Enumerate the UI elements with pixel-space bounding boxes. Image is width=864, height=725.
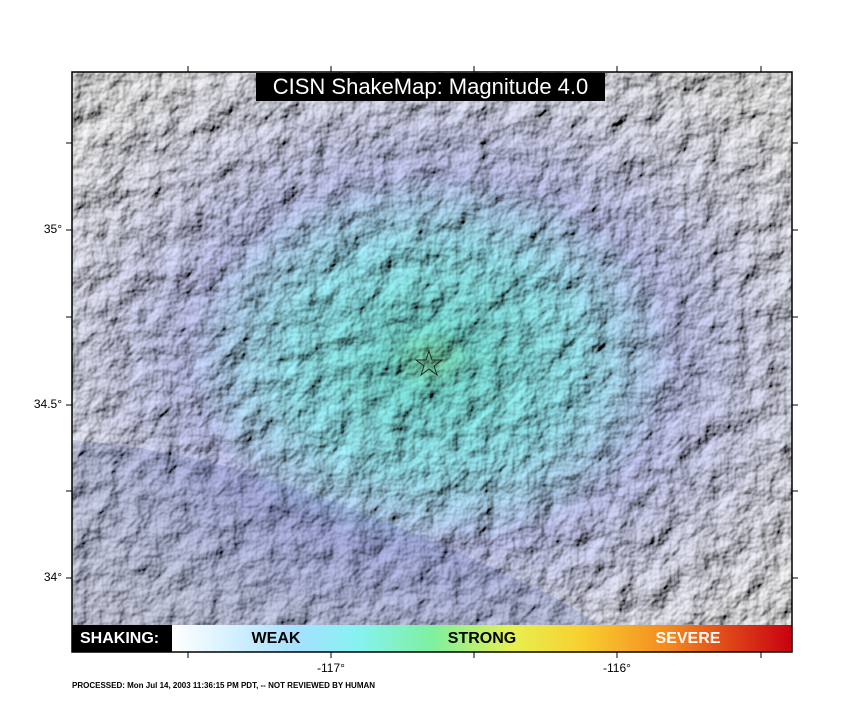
- lat-tick-label: 34.5°: [34, 397, 62, 411]
- mountain-shading: [72, 440, 600, 625]
- footer: PROCESSED: Mon Jul 14, 2003 11:36:15 PM …: [72, 681, 375, 690]
- lon-tick-label: -117°: [317, 661, 345, 675]
- lon-tick-label: -116°: [603, 661, 631, 675]
- map-frame: [71, 71, 793, 653]
- legend-label: WEAK: [252, 630, 301, 647]
- ticks: 35° 34.5° 34° -117° -116°: [34, 66, 798, 675]
- map-area: [72, 72, 792, 625]
- title-box: [256, 73, 605, 101]
- legend-heading-box: [72, 625, 172, 652]
- intensity-scale: [172, 625, 792, 652]
- lat-tick-label: 34°: [44, 570, 62, 584]
- relief-map: [72, 72, 792, 625]
- epicenter: [414, 349, 444, 377]
- legend-heading: SHAKING:: [80, 630, 159, 647]
- legend-label: SEVERE: [656, 630, 721, 647]
- legend: SHAKING: WEAK STRONG SEVERE: [72, 625, 792, 652]
- lat-tick-label: 35°: [44, 222, 62, 236]
- legend-labels: WEAK STRONG SEVERE: [252, 630, 721, 647]
- legend-label: STRONG: [448, 630, 516, 647]
- title: CISN ShakeMap: Magnitude 4.0: [273, 74, 589, 99]
